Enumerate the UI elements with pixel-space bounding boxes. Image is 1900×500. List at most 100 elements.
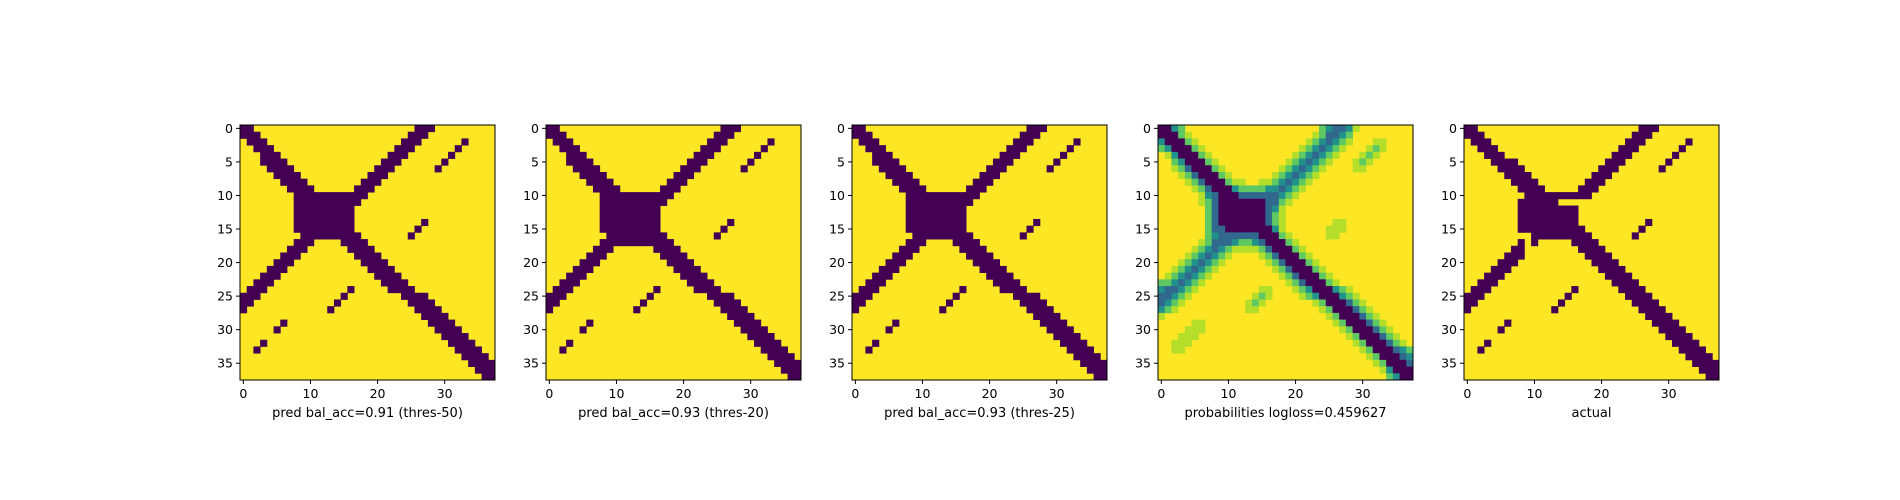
heatmap-cell	[1531, 178, 1539, 186]
heatmap-cell	[1399, 366, 1407, 374]
heatmap-cell	[1524, 171, 1532, 180]
heatmap-cell	[979, 245, 987, 253]
heatmap-cell	[367, 171, 375, 180]
x-tick-label: 10	[915, 386, 931, 401]
heatmap-cell	[1406, 373, 1414, 381]
heatmap-cell	[1258, 205, 1266, 213]
heatmap-cell	[720, 306, 728, 314]
heatmap-cell	[1305, 158, 1313, 166]
heatmap-cell	[320, 218, 328, 227]
heatmap-cell	[1053, 319, 1061, 327]
heatmap-cell	[720, 299, 728, 307]
heatmap-cell	[1517, 212, 1525, 220]
heatmap-cell	[1258, 212, 1266, 220]
heatmap-cell	[1705, 373, 1713, 381]
heatmap-cell	[340, 218, 348, 227]
heatmap-cell	[1359, 319, 1367, 327]
heatmap-cell	[260, 339, 268, 347]
heatmap-cell	[646, 192, 654, 200]
x-tick-label: 20	[1288, 386, 1304, 401]
heatmap-cell	[1638, 225, 1646, 233]
heatmap-cell	[760, 145, 768, 153]
heatmap-cell	[1198, 245, 1206, 253]
heatmap-cell	[1598, 171, 1606, 180]
heatmap-cell	[286, 185, 295, 193]
heatmap-cell	[1578, 185, 1586, 193]
heatmap-cell	[713, 131, 721, 139]
heatmap-cell	[1211, 212, 1219, 220]
heatmap-cell	[1618, 272, 1626, 280]
heatmap-cell	[280, 171, 288, 180]
heatmap-cell	[1712, 359, 1720, 367]
heatmap-cell	[905, 218, 913, 227]
heatmap-cell	[613, 198, 621, 206]
heatmap-cell	[461, 346, 469, 354]
heatmap-cell	[307, 225, 315, 233]
heatmap-cell	[1625, 286, 1633, 294]
heatmap-cell	[767, 333, 775, 341]
heatmap-cell	[1497, 265, 1505, 274]
heatmap-cell	[1611, 151, 1619, 159]
heatmap-cell	[1272, 239, 1280, 247]
heatmap-cell	[1039, 312, 1047, 320]
heatmap-cell	[1564, 232, 1572, 240]
heatmap-cell	[1211, 265, 1219, 274]
heatmap-cell	[794, 373, 802, 381]
heatmap-cell	[1504, 171, 1512, 180]
heatmap-cell	[434, 306, 442, 314]
heatmap-cell	[313, 225, 321, 233]
heatmap-cell	[912, 178, 920, 186]
y-tick-label: 30	[523, 322, 539, 337]
heatmap-cell	[633, 192, 641, 200]
heatmap-cell	[1164, 272, 1172, 280]
heatmap-cell	[1490, 272, 1498, 280]
heatmap-cell	[952, 292, 960, 300]
heatmap-cell	[1544, 225, 1552, 233]
heatmap-cell	[700, 279, 708, 287]
heatmap-cell	[347, 245, 355, 253]
heatmap-cell	[1366, 339, 1374, 347]
heatmap-cell	[1086, 359, 1094, 367]
heatmap-cell	[1698, 366, 1706, 374]
heatmap-cell	[546, 299, 554, 307]
heatmap-cell	[1352, 333, 1360, 341]
heatmap-cell	[1298, 259, 1307, 267]
heatmap-cell	[1372, 359, 1380, 367]
heatmap-cell	[898, 165, 907, 173]
heatmap-cell	[1178, 158, 1186, 166]
heatmap-cell	[1164, 151, 1172, 159]
heatmap-cell	[1204, 151, 1213, 159]
heatmap-cell	[1366, 353, 1374, 361]
heatmap-cell	[707, 279, 715, 287]
heatmap-cell	[1665, 312, 1673, 320]
heatmap-cell	[307, 218, 315, 227]
heatmap-cell	[1204, 252, 1213, 260]
heatmap-cell	[1272, 185, 1280, 193]
heatmap-cell	[360, 245, 368, 253]
heatmap-cell	[1225, 192, 1233, 200]
heatmap-cell	[300, 232, 308, 240]
heatmap-cell	[1073, 339, 1081, 347]
heatmap-cell	[619, 225, 627, 233]
heatmap-cell	[959, 198, 967, 206]
heatmap-cell	[552, 286, 560, 294]
heatmap-cell	[1712, 373, 1720, 381]
heatmap-cell	[673, 259, 681, 267]
heatmap-cell	[1046, 319, 1054, 327]
heatmap-cell	[1352, 319, 1360, 327]
heatmap-cell	[1073, 333, 1081, 341]
heatmap-cell	[885, 259, 893, 267]
heatmap-cell	[693, 165, 701, 173]
heatmap-cell	[1372, 312, 1380, 320]
heatmap-cell	[639, 205, 648, 213]
heatmap-cell	[599, 178, 607, 186]
heatmap-cell	[1245, 245, 1253, 253]
heatmap-cell	[660, 239, 668, 247]
heatmap-cell	[1171, 272, 1179, 280]
heatmap-cell	[1204, 158, 1213, 166]
heatmap-cell	[1524, 185, 1532, 193]
heatmap-cell	[767, 339, 775, 347]
heatmap-cell	[1258, 252, 1266, 260]
heatmap-cell	[1651, 319, 1659, 327]
